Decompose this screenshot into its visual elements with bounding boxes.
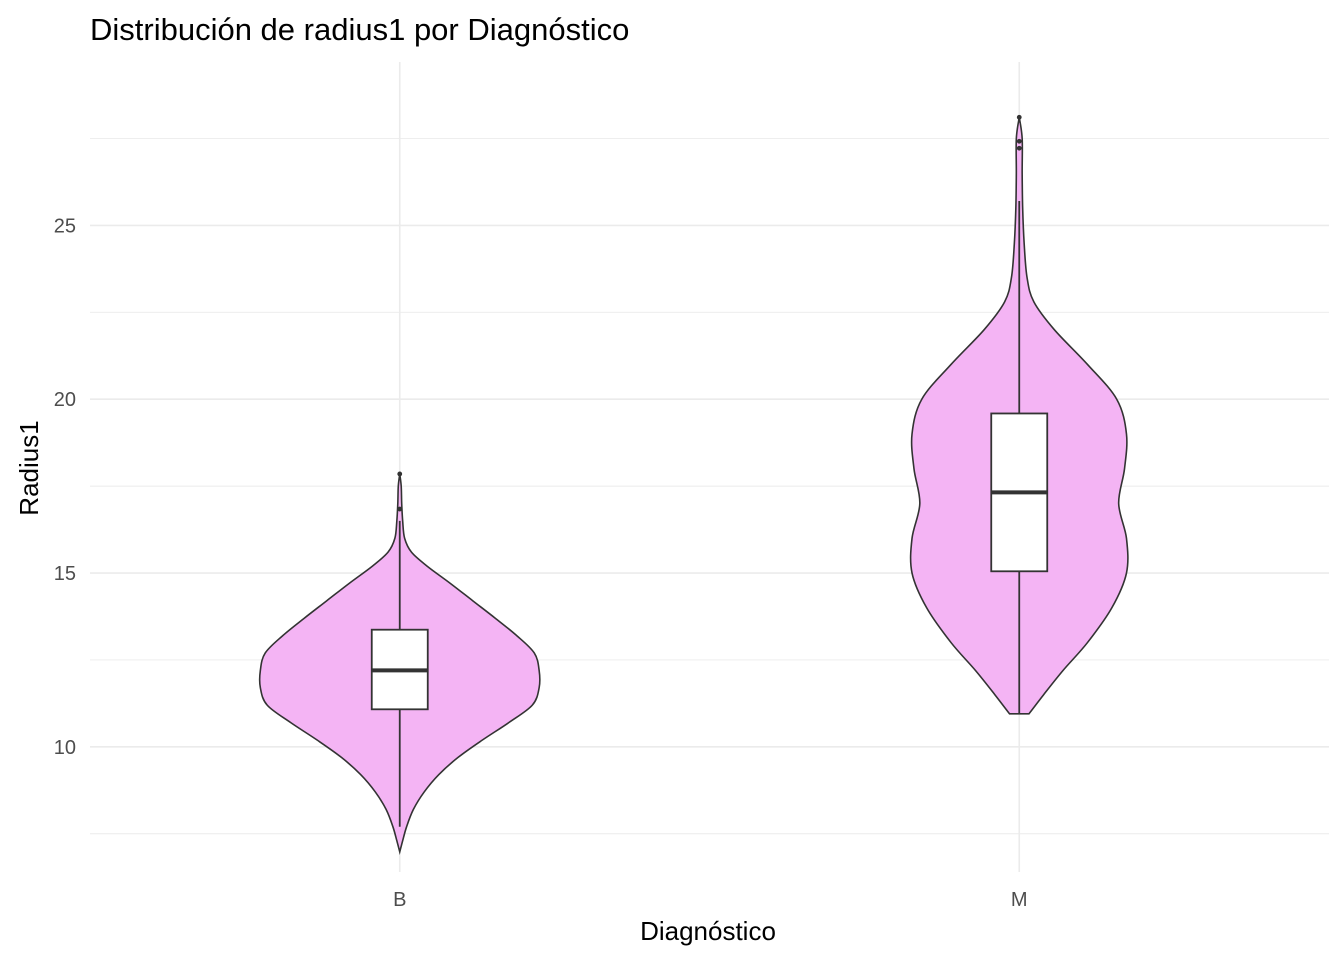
- x-tick-label: M: [1011, 889, 1028, 911]
- y-tick-label: 25: [54, 215, 76, 237]
- grid: [90, 62, 1329, 872]
- chart-title: Distribución de radius1 por Diagnóstico: [90, 12, 629, 47]
- outlier-point-M: [1016, 114, 1022, 120]
- outlier-point-M: [1016, 145, 1022, 151]
- outlier-point-M: [1016, 138, 1022, 144]
- x-tick-label: B: [393, 889, 406, 911]
- outlier-point-B: [397, 506, 403, 512]
- outlier-point-B: [397, 471, 403, 477]
- x-axis-title: Diagnóstico: [640, 916, 776, 946]
- y-tick-labels: 10 15 20 25: [54, 215, 76, 758]
- boxplots: [370, 114, 1049, 827]
- y-tick-label: 15: [54, 563, 76, 585]
- y-tick-label: 20: [54, 389, 76, 411]
- y-tick-label: 10: [54, 737, 76, 759]
- y-axis-title: Radius1: [14, 420, 44, 515]
